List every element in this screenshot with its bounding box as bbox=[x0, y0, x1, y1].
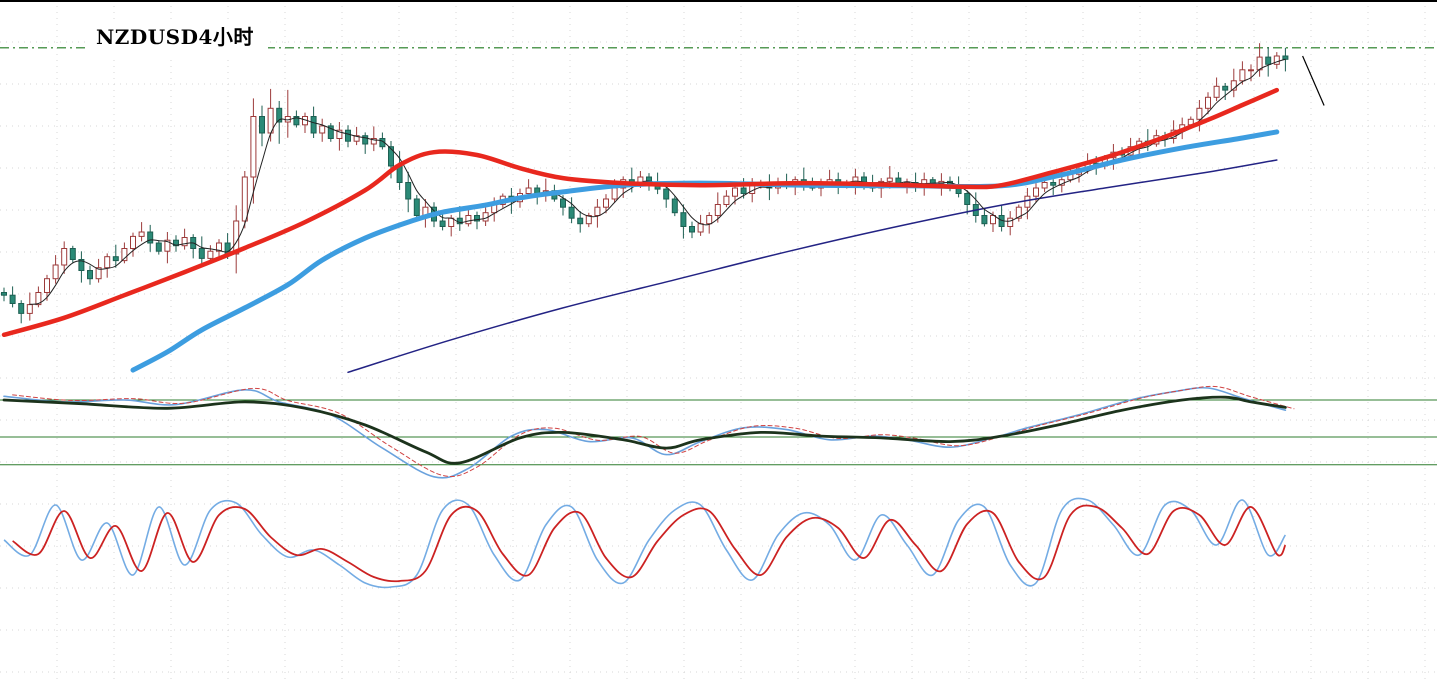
candle-body bbox=[61, 248, 68, 266]
candle-body bbox=[207, 250, 214, 259]
candle-body bbox=[1196, 107, 1203, 120]
candle-body bbox=[1041, 182, 1048, 189]
candle-body bbox=[723, 195, 730, 205]
candle-body bbox=[155, 242, 162, 252]
candle-body bbox=[18, 303, 25, 314]
candle-body bbox=[370, 138, 377, 145]
candle-body bbox=[706, 215, 713, 225]
candle-body bbox=[663, 188, 670, 200]
candle-body bbox=[594, 206, 601, 216]
oscillator-level-lines bbox=[0, 399, 1437, 466]
candle-body bbox=[95, 267, 102, 280]
candle-body bbox=[1248, 69, 1254, 72]
candle-body bbox=[138, 231, 145, 237]
candle-body bbox=[1273, 55, 1280, 65]
candle-body bbox=[697, 223, 704, 233]
candle-body bbox=[964, 193, 971, 205]
candle-body bbox=[990, 215, 996, 225]
candle-body bbox=[611, 187, 618, 200]
candle-body bbox=[474, 215, 480, 222]
candle-body bbox=[259, 116, 265, 134]
candle-body bbox=[104, 256, 111, 269]
candle-body bbox=[740, 187, 747, 194]
candle-body bbox=[388, 146, 394, 167]
stoch-slow-red bbox=[12, 504, 1287, 583]
ma-mid-red bbox=[1, 87, 1280, 338]
candle-body bbox=[353, 135, 360, 142]
candle-body bbox=[1033, 187, 1039, 197]
candle-body bbox=[1205, 96, 1211, 109]
candle-body bbox=[35, 292, 42, 306]
candle-body bbox=[121, 248, 128, 262]
chart-title: NZDUSD4小时 bbox=[88, 22, 268, 55]
candle-body bbox=[1024, 195, 1031, 208]
candle-body bbox=[87, 270, 93, 280]
candle-body bbox=[241, 176, 248, 222]
candle-body bbox=[603, 198, 609, 208]
candle-body bbox=[981, 215, 988, 225]
candle-body bbox=[714, 204, 721, 216]
candle-body bbox=[276, 107, 283, 123]
candle-body bbox=[250, 116, 257, 178]
candle-body bbox=[336, 129, 343, 139]
candle-body bbox=[525, 187, 532, 194]
ma-mid-blue bbox=[130, 129, 1280, 373]
candle-body bbox=[689, 226, 695, 233]
candle-body bbox=[1007, 217, 1014, 227]
candle-body bbox=[130, 235, 136, 249]
candle-body bbox=[1015, 206, 1022, 219]
candle-body bbox=[112, 256, 119, 262]
candle-body bbox=[1230, 80, 1237, 91]
candle-body bbox=[52, 264, 59, 280]
candle-body bbox=[173, 239, 179, 247]
candle-body bbox=[732, 187, 738, 197]
candle-body bbox=[69, 248, 76, 260]
candle-body bbox=[465, 215, 472, 225]
candle-body bbox=[9, 294, 16, 305]
osc-signal-red-dashed bbox=[12, 385, 1295, 477]
candle-body bbox=[671, 198, 678, 214]
trend-line[interactable] bbox=[1302, 55, 1325, 106]
candle-body bbox=[181, 237, 188, 247]
candle-body bbox=[560, 198, 566, 208]
candle-body bbox=[439, 220, 446, 227]
candle-body bbox=[310, 116, 317, 134]
candle-body bbox=[78, 259, 85, 271]
candle-body bbox=[198, 248, 205, 259]
osc-main-green bbox=[2, 395, 1287, 465]
candle-body bbox=[568, 206, 575, 219]
candle-body bbox=[585, 215, 592, 225]
candle-body bbox=[216, 242, 222, 252]
candle-body bbox=[482, 212, 489, 222]
candle-body bbox=[327, 125, 334, 140]
candle-body bbox=[1222, 85, 1229, 91]
candle-body bbox=[147, 231, 154, 244]
candle-body bbox=[44, 278, 50, 294]
candle-body bbox=[164, 239, 171, 252]
stoch-fast-blue bbox=[3, 497, 1287, 589]
candle-body bbox=[886, 177, 893, 182]
candle-body bbox=[405, 182, 412, 200]
candle-body bbox=[1, 292, 7, 296]
osc-fast-blue bbox=[3, 386, 1287, 479]
candle-body bbox=[680, 212, 687, 227]
candle-body bbox=[1265, 56, 1272, 65]
candle-body bbox=[293, 116, 300, 126]
candle-body bbox=[26, 304, 33, 314]
candle-body bbox=[413, 198, 420, 216]
candle-body bbox=[319, 125, 326, 134]
candle-body bbox=[577, 217, 584, 225]
candle-body bbox=[1213, 85, 1220, 98]
candle-body bbox=[1239, 69, 1246, 82]
candle-body bbox=[1050, 182, 1057, 186]
candle-body bbox=[362, 135, 369, 145]
ma-long-navy bbox=[347, 159, 1278, 374]
candle-body bbox=[345, 129, 351, 142]
